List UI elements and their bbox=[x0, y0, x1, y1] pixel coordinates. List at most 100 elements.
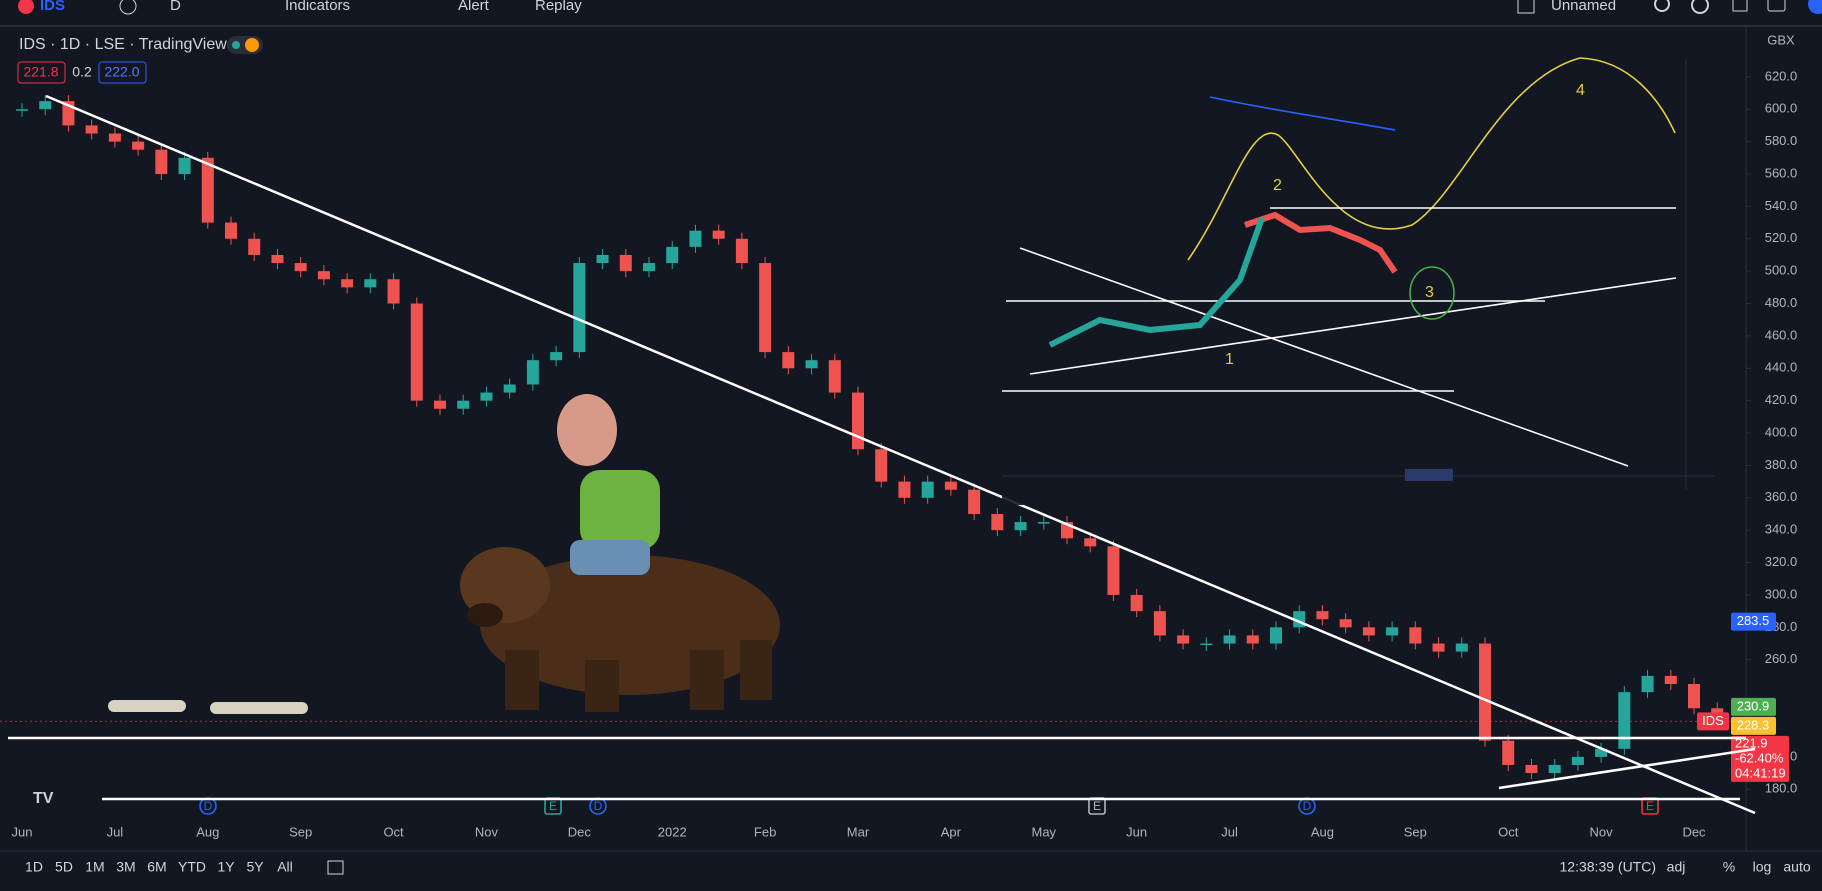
time-label: Nov bbox=[1590, 824, 1614, 839]
time-label: May bbox=[1031, 824, 1056, 839]
price-label: 228.3 bbox=[1737, 717, 1770, 732]
candle bbox=[178, 157, 191, 174]
ask-price[interactable]: 222.0 bbox=[104, 64, 139, 80]
bear-image bbox=[460, 394, 780, 712]
candle bbox=[526, 360, 539, 385]
inset-curve bbox=[1187, 57, 1676, 261]
candle bbox=[1548, 764, 1561, 774]
layout-button[interactable]: Unnamed bbox=[1551, 0, 1616, 14]
candle bbox=[1316, 611, 1329, 620]
range-button[interactable]: 1M bbox=[85, 859, 104, 875]
candle bbox=[155, 149, 168, 174]
rider-shorts bbox=[570, 540, 650, 575]
symbol-button[interactable]: IDS bbox=[40, 0, 65, 14]
annotation-1: 1 bbox=[1225, 351, 1234, 368]
snapshot-button[interactable] bbox=[1767, 0, 1786, 12]
price-tick-label: 340.0 bbox=[1765, 522, 1798, 537]
range-button[interactable]: YTD bbox=[178, 859, 206, 875]
scale-option[interactable]: adj bbox=[1667, 859, 1686, 875]
fullscreen-button[interactable] bbox=[1732, 0, 1748, 12]
bear-snout bbox=[467, 603, 503, 627]
alert-button[interactable]: Alert bbox=[458, 0, 490, 14]
bear-leg bbox=[740, 640, 772, 700]
time-label: Aug bbox=[196, 824, 219, 839]
event-label: D bbox=[594, 799, 603, 813]
time-label: Dec bbox=[1682, 824, 1706, 839]
candle bbox=[1153, 611, 1166, 636]
candle bbox=[1571, 756, 1584, 765]
candle bbox=[1432, 643, 1445, 652]
clock: 12:38:39 (UTC) bbox=[1560, 859, 1656, 875]
inset-background bbox=[1002, 41, 1731, 505]
price-tick-label: 400.0 bbox=[1765, 424, 1798, 439]
interval-button[interactable]: D bbox=[170, 0, 181, 14]
replay-button[interactable]: Replay bbox=[535, 0, 582, 14]
price-tick-label: 540.0 bbox=[1765, 198, 1798, 213]
candle bbox=[271, 254, 284, 264]
range-button[interactable]: 1Y bbox=[217, 859, 235, 875]
inset-date-highlight bbox=[1405, 469, 1453, 481]
indicators-button[interactable]: Indicators bbox=[285, 0, 350, 14]
candle bbox=[16, 109, 28, 111]
candle bbox=[1479, 643, 1491, 741]
top-toolbar bbox=[0, 0, 1822, 26]
candle bbox=[712, 230, 725, 239]
price-tick-label: 420.0 bbox=[1765, 392, 1798, 407]
candle bbox=[735, 238, 748, 264]
candle bbox=[1409, 627, 1422, 644]
scale-option[interactable]: log bbox=[1753, 859, 1772, 875]
bear-leg bbox=[505, 650, 539, 710]
time-label: Jul bbox=[1221, 824, 1238, 839]
candle bbox=[596, 254, 609, 264]
symbol-logo bbox=[18, 0, 34, 14]
compare-icon[interactable] bbox=[327, 860, 344, 875]
drawings bbox=[8, 94, 1756, 815]
time-label: Oct bbox=[1498, 824, 1519, 839]
time-label: Oct bbox=[383, 824, 404, 839]
bid-price[interactable]: 221.8 bbox=[23, 64, 58, 80]
candle bbox=[1037, 522, 1050, 524]
price-tick-label: 480.0 bbox=[1765, 295, 1798, 310]
price-tick-label: 620.0 bbox=[1765, 68, 1798, 83]
candle bbox=[503, 384, 516, 393]
event-label: E bbox=[549, 799, 557, 813]
settings-button[interactable] bbox=[1691, 0, 1709, 14]
candle bbox=[573, 263, 586, 353]
candle bbox=[1595, 748, 1608, 757]
price-tick-label: 500.0 bbox=[1765, 263, 1798, 278]
layout-icon[interactable] bbox=[1517, 0, 1535, 14]
inset-circle bbox=[1409, 266, 1455, 320]
price-tick-label: 180.0 bbox=[1765, 781, 1798, 796]
price-tick-label: 300.0 bbox=[1765, 586, 1798, 601]
symbol-tag bbox=[1697, 712, 1729, 731]
candle bbox=[434, 400, 446, 409]
candle bbox=[248, 238, 261, 255]
publish-button[interactable] bbox=[1808, 0, 1822, 14]
scale-option[interactable]: % bbox=[1723, 859, 1735, 875]
range-button[interactable]: 5D bbox=[55, 859, 73, 875]
range-button[interactable]: All bbox=[277, 859, 293, 875]
time-label: Sep bbox=[1404, 824, 1427, 839]
inset-screenshot: 1 2 3 4 bbox=[1002, 41, 1731, 505]
price-label: 283.5 bbox=[1737, 613, 1770, 628]
bear-leg bbox=[585, 660, 619, 712]
downtrend-line bbox=[45, 94, 1756, 815]
time-label: Jul bbox=[107, 824, 124, 839]
search-button[interactable] bbox=[1654, 0, 1670, 12]
candle bbox=[852, 392, 864, 450]
candle bbox=[294, 263, 307, 272]
range-button[interactable]: 1D bbox=[25, 859, 43, 875]
candle bbox=[457, 400, 470, 409]
add-symbol[interactable] bbox=[119, 0, 137, 15]
range-button[interactable]: 3M bbox=[116, 859, 135, 875]
inset-ma bbox=[1209, 96, 1396, 131]
tv-logo[interactable]: TV bbox=[33, 790, 54, 807]
inset-candles-up bbox=[1048, 216, 1265, 348]
candle bbox=[921, 481, 934, 498]
candle bbox=[1223, 635, 1236, 644]
range-button[interactable]: 5Y bbox=[246, 859, 264, 875]
candle bbox=[132, 141, 145, 150]
scale-option[interactable]: auto bbox=[1783, 859, 1810, 875]
range-button[interactable]: 6M bbox=[147, 859, 166, 875]
